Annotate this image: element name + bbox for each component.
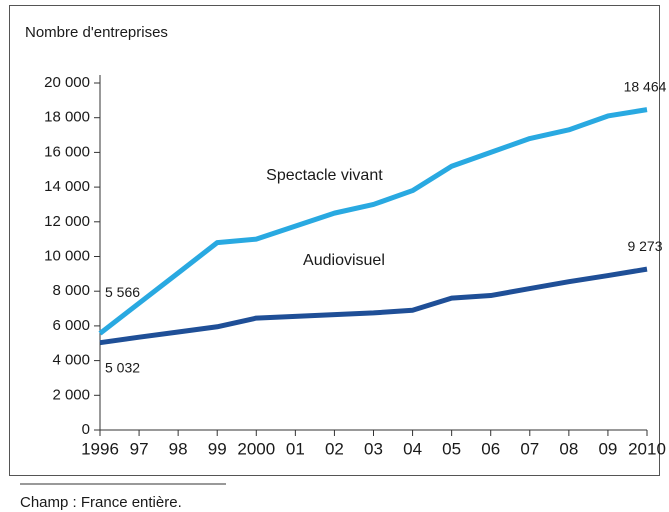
x-tick-label: 2000 [237,439,275,458]
y-tick-label: 14 000 [44,178,90,195]
x-tick-label: 05 [442,439,461,458]
x-tick-label: 04 [403,439,422,458]
footnote: Champ : France entière. [20,494,182,511]
x-tick-label: 01 [286,439,305,458]
x-tick-label: 03 [364,439,383,458]
x-tick-label: 2010 [628,439,666,458]
y-tick-label: 0 [82,421,90,438]
series-line [98,107,648,336]
y-axis-label: Nombre d'entreprises [25,24,168,41]
series-label: Spectacle vivant [266,167,383,184]
y-tick-label: 6 000 [52,317,90,334]
data-label: 5 566 [105,284,140,300]
y-tick-label: 4 000 [52,352,90,369]
data-label: 9 273 [627,238,662,254]
x-tick-label: 06 [481,439,500,458]
y-tick-label: 18 000 [44,109,90,126]
x-tick-label: 02 [325,439,344,458]
y-tick-label: 16 000 [44,143,90,160]
data-label: 18 464 [624,78,667,94]
x-tick-label: 98 [169,439,188,458]
series-line [99,266,648,346]
x-tick-label: 97 [130,439,149,458]
x-tick-label: 08 [559,439,578,458]
x-tick-label: 07 [520,439,539,458]
series-label: Audiovisuel [303,252,385,269]
y-tick-label: 12 000 [44,213,90,230]
data-label: 5 032 [105,359,140,375]
y-tick-label: 2 000 [52,386,90,403]
y-tick-label: 8 000 [52,282,90,299]
x-tick-label: 1996 [81,439,119,458]
frame [9,5,660,476]
y-tick-label: 20 000 [44,74,90,91]
y-tick-label: 10 000 [44,247,90,264]
x-tick-label: 09 [598,439,617,458]
x-tick-label: 99 [208,439,227,458]
